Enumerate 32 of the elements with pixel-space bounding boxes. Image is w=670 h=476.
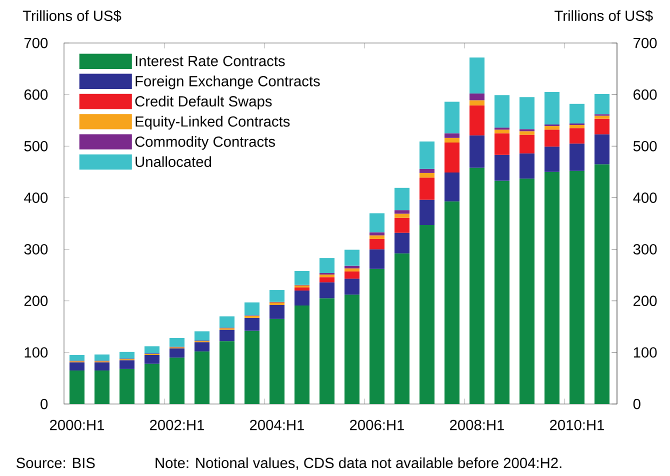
y2-tick-label: 100 [634, 347, 657, 358]
y-tick-label: 400 [24, 192, 48, 203]
x-tick-label: 2004:H1 [250, 420, 304, 430]
x-tick-label: 2002:H1 [150, 420, 204, 430]
x-tick-label: 2008:H1 [450, 420, 504, 430]
y2-tick-label: 0 [633, 398, 640, 410]
y-tick-label: 600 [24, 89, 48, 100]
legend-label: Unallocated [136, 156, 212, 168]
x-tick-label: 2006:H1 [350, 420, 404, 430]
y2-tick-label: 500 [633, 140, 657, 152]
legend-label: Interest Rate Contracts [136, 56, 285, 66]
legend-label: Commodity Contracts [135, 136, 275, 150]
legend-label: Equity-Linked Contracts [136, 116, 290, 130]
y-tick-label: 100 [24, 347, 48, 358]
y2-tick-label: 200 [634, 296, 657, 306]
y-tick-label: 300 [24, 244, 48, 254]
y2-tick-label: 600 [634, 89, 657, 100]
y-tick-label: 200 [24, 296, 48, 306]
x-tick-label: 2000:H1 [50, 420, 104, 430]
y2-axis-title: Trillions of US$ [554, 10, 653, 22]
y2-tick-label: 300 [633, 244, 657, 254]
y-tick-label: 700 [24, 38, 48, 48]
y-tick-label: 0 [40, 398, 48, 410]
y-axis-title: Trillions of US$ [22, 10, 122, 22]
y2-tick-label: 700 [634, 38, 657, 48]
y-tick-label: 500 [24, 140, 48, 152]
legend-label: Foreign Exchange Contracts [136, 76, 320, 90]
x-tick-label: 2010:H1 [550, 420, 604, 430]
legend-label: Credit Default Swaps [135, 96, 272, 110]
text: Note: Notional values, CDS data not available before 2004:H2. [156, 457, 562, 470]
source-note: Source: BIS [16, 458, 95, 468]
y2-tick-label: 400 [633, 192, 657, 203]
